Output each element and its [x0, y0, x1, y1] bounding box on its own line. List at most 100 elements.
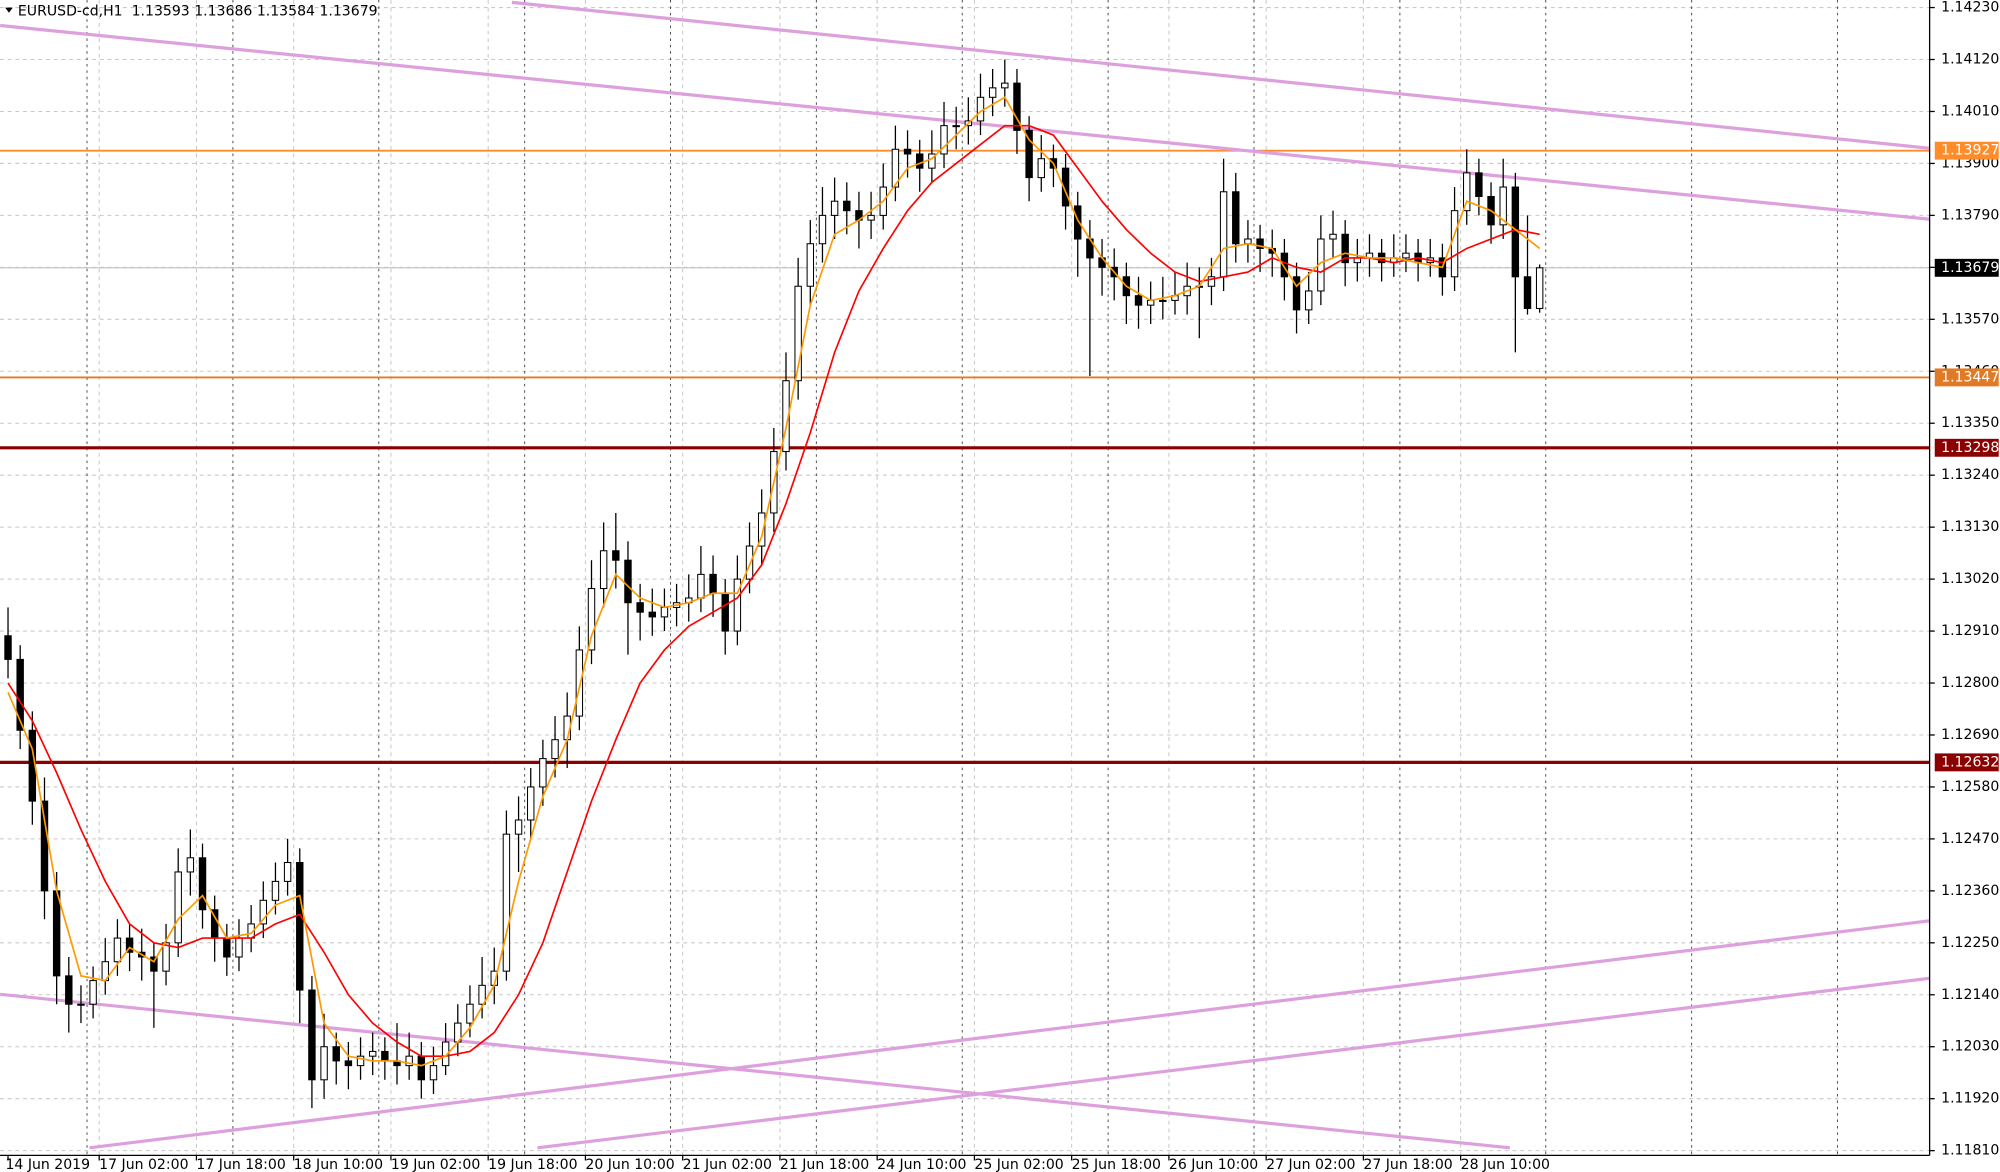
candle-body [806, 243, 815, 287]
trendline [89, 919, 1930, 1150]
price-label-bg [1934, 141, 1999, 160]
y-tick-label: 1.13020 [1941, 571, 1999, 587]
candle-body [916, 153, 924, 169]
x-tick-label: 17 Jun 18:00 [196, 1157, 285, 1172]
candle-body [709, 573, 717, 594]
candle-body [818, 214, 827, 245]
y-tick-label: 1.14120 [1941, 52, 1999, 68]
x-tick-label: 21 Jun 18:00 [780, 1157, 869, 1172]
candle-body [721, 592, 729, 632]
x-tick-label: 18 Jun 10:00 [294, 1157, 383, 1172]
candle-body [40, 800, 49, 892]
candle-body [1523, 276, 1532, 309]
price-label: 1.13447 [1941, 369, 1999, 385]
candle-body [940, 125, 948, 155]
y-tick-label: 1.12690 [1941, 727, 1999, 743]
candle-body [1499, 186, 1507, 226]
candle-body [1463, 172, 1471, 212]
price-label: 1.13927 [1941, 143, 1999, 159]
candle-body [1535, 267, 1544, 309]
candle-body [162, 942, 170, 972]
candle-body [599, 550, 608, 590]
candle-body [612, 550, 620, 561]
candle-body [757, 512, 766, 547]
candle-body [1304, 290, 1313, 311]
candle-body [1134, 295, 1143, 306]
x-tick-label: 17 Jun 02:00 [99, 1157, 188, 1172]
candle-body [575, 649, 584, 717]
title-marker [5, 7, 13, 13]
moving-average [7, 124, 1540, 1058]
x-tick-label: 19 Jun 18:00 [488, 1157, 577, 1172]
candle-body [174, 871, 182, 944]
candle-body [660, 606, 669, 618]
y-tick-label: 1.12800 [1941, 675, 1999, 691]
candle-body [1207, 276, 1216, 287]
candle-body [867, 214, 875, 221]
candle-body [1292, 276, 1301, 311]
candle-body [308, 989, 316, 1081]
price-label: 1.13679 [1941, 260, 1999, 276]
candle-body [1280, 252, 1289, 278]
candle-body [441, 1041, 450, 1067]
x-tick-label: 25 Jun 18:00 [1072, 1157, 1161, 1172]
candle-body [259, 899, 268, 925]
x-tick-label: 20 Jun 10:00 [585, 1157, 674, 1172]
candle-body [1450, 210, 1459, 278]
candle-body [1402, 252, 1410, 259]
price-label-bg [1934, 368, 1999, 387]
candle-body [1001, 82, 1009, 89]
candle-body [198, 857, 207, 911]
y-tick-label: 1.12250 [1941, 935, 1999, 951]
y-tick-label: 1.12360 [1941, 883, 1999, 899]
candle-body [1159, 299, 1167, 302]
candle-body [223, 937, 231, 958]
candle-body [4, 635, 12, 660]
y-tick-label: 1.14010 [1941, 103, 1999, 119]
x-tick-label: 25 Jun 02:00 [974, 1157, 1063, 1172]
candle-body [514, 819, 523, 835]
candle-body [891, 148, 900, 188]
candle-body [125, 937, 134, 953]
candle-body [976, 96, 985, 122]
candle-body [502, 833, 511, 972]
candle-body [1475, 172, 1483, 198]
candle-body [356, 1055, 365, 1067]
plot-area [0, 0, 1930, 1150]
candle-body [16, 658, 24, 731]
candle-body [551, 739, 559, 760]
x-tick-label: 27 Jun 18:00 [1363, 1157, 1452, 1172]
candle-body [745, 545, 754, 580]
price-label: 1.13298 [1941, 440, 1999, 456]
moving-average [7, 96, 1541, 1067]
candle-body [830, 200, 839, 216]
x-tick-label: 26 Jun 10:00 [1169, 1157, 1258, 1172]
candle-body [89, 980, 97, 1005]
y-tick-label: 1.13570 [1941, 311, 1999, 327]
trendline [0, 23, 1930, 221]
candle-body [1013, 82, 1021, 131]
candle-body [587, 588, 596, 651]
candle-body [636, 602, 644, 613]
candle-body [466, 1003, 474, 1024]
price-label: 1.12632 [1941, 754, 1999, 770]
candle-body [417, 1055, 426, 1081]
y-tick-label: 1.12140 [1941, 987, 1999, 1003]
x-tick-label: 19 Jun 02:00 [391, 1157, 480, 1172]
x-tick-label: 24 Jun 10:00 [877, 1157, 966, 1172]
candle-body [1025, 129, 1033, 179]
x-tick-label: 27 Jun 02:00 [1266, 1157, 1355, 1172]
candle-body [113, 937, 122, 963]
candle-body [150, 956, 158, 972]
x-tick-label: 21 Jun 02:00 [683, 1157, 772, 1172]
candle-body [381, 1050, 389, 1062]
candle-body [283, 861, 292, 882]
candle-body [1256, 238, 1264, 249]
y-tick-label: 1.12470 [1941, 831, 1999, 847]
candle-body [794, 285, 802, 382]
candle-body [320, 1046, 328, 1081]
candle-body [952, 125, 960, 128]
